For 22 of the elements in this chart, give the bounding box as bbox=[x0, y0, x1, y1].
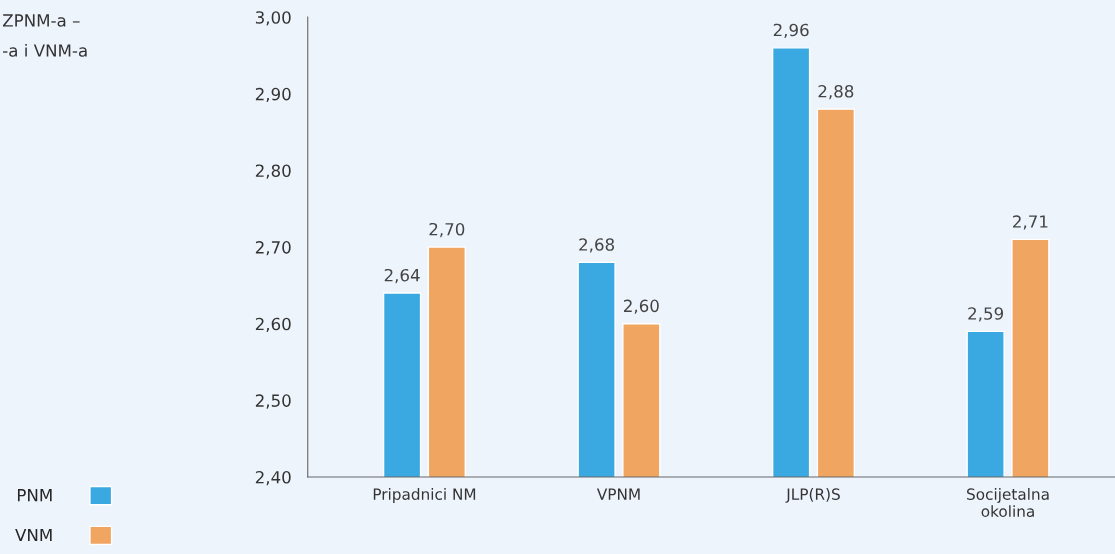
y-tick-label: 3,00 bbox=[255, 11, 291, 26]
data-label: 2,71 bbox=[1013, 215, 1048, 230]
data-label: 2,60 bbox=[624, 299, 659, 314]
y-tick-label: 2,70 bbox=[255, 241, 291, 256]
y-tick-label: 2,40 bbox=[255, 470, 291, 486]
x-tick-label: Socijetalna okolina bbox=[967, 488, 1049, 518]
data-label: 2,68 bbox=[579, 238, 615, 253]
y-tick-label: 2,60 bbox=[255, 317, 291, 332]
x-tick-label: JLP(R)S bbox=[785, 488, 840, 503]
y-tick-label: 2,90 bbox=[255, 87, 291, 103]
data-label: 2,64 bbox=[384, 268, 420, 284]
y-tick-label: 2,80 bbox=[255, 164, 291, 179]
legend-label: VNM bbox=[15, 528, 52, 542]
data-label: 2,88 bbox=[818, 84, 854, 100]
data-label: 2,70 bbox=[429, 222, 465, 238]
x-tick-label: Pripadnici NM bbox=[373, 488, 476, 503]
data-label: 2,96 bbox=[773, 23, 809, 38]
data-label: 2,59 bbox=[968, 307, 1004, 322]
y-tick-label: 2,50 bbox=[255, 394, 291, 409]
x-tick-label: VPNM bbox=[596, 488, 640, 500]
legend-label: PNM bbox=[17, 489, 52, 502]
text: ZPNM-a – -a i VNM-a bbox=[2, 14, 87, 57]
